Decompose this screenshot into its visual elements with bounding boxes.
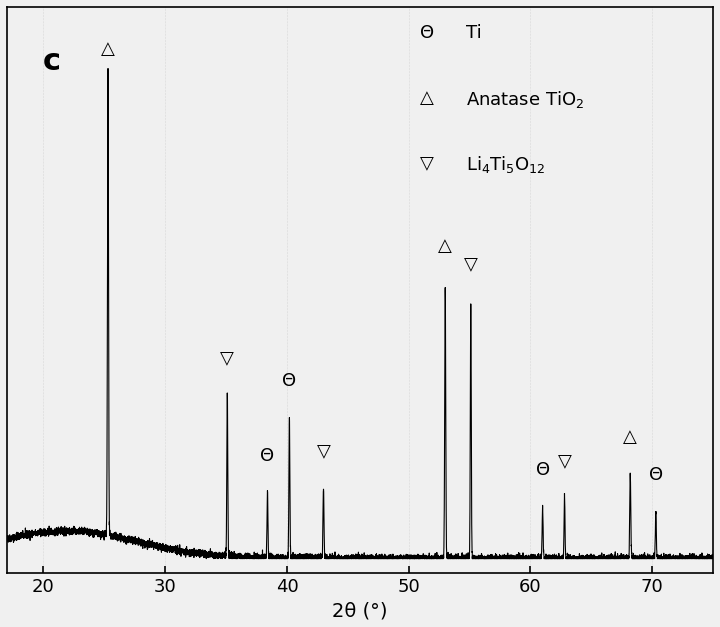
Text: ▽: ▽ — [464, 255, 478, 273]
Text: Anatase TiO$_2$: Anatase TiO$_2$ — [466, 89, 584, 110]
Text: Θ: Θ — [420, 24, 434, 42]
Text: c: c — [42, 46, 60, 75]
Text: △: △ — [438, 237, 452, 255]
Text: △: △ — [101, 40, 115, 58]
Text: ▽: ▽ — [220, 349, 234, 367]
Text: △: △ — [420, 89, 434, 107]
Text: △: △ — [624, 428, 637, 446]
Text: ▽: ▽ — [317, 443, 330, 460]
Text: ▽: ▽ — [420, 154, 434, 172]
Text: Ti: Ti — [466, 24, 482, 42]
Text: Θ: Θ — [536, 461, 549, 479]
Text: Li$_4$Ti$_5$O$_{12}$: Li$_4$Ti$_5$O$_{12}$ — [466, 154, 546, 175]
Text: Θ: Θ — [261, 447, 274, 465]
X-axis label: 2θ (°): 2θ (°) — [332, 601, 388, 620]
Text: ▽: ▽ — [557, 452, 572, 470]
Text: Θ: Θ — [649, 466, 663, 484]
Text: Θ: Θ — [282, 372, 297, 391]
